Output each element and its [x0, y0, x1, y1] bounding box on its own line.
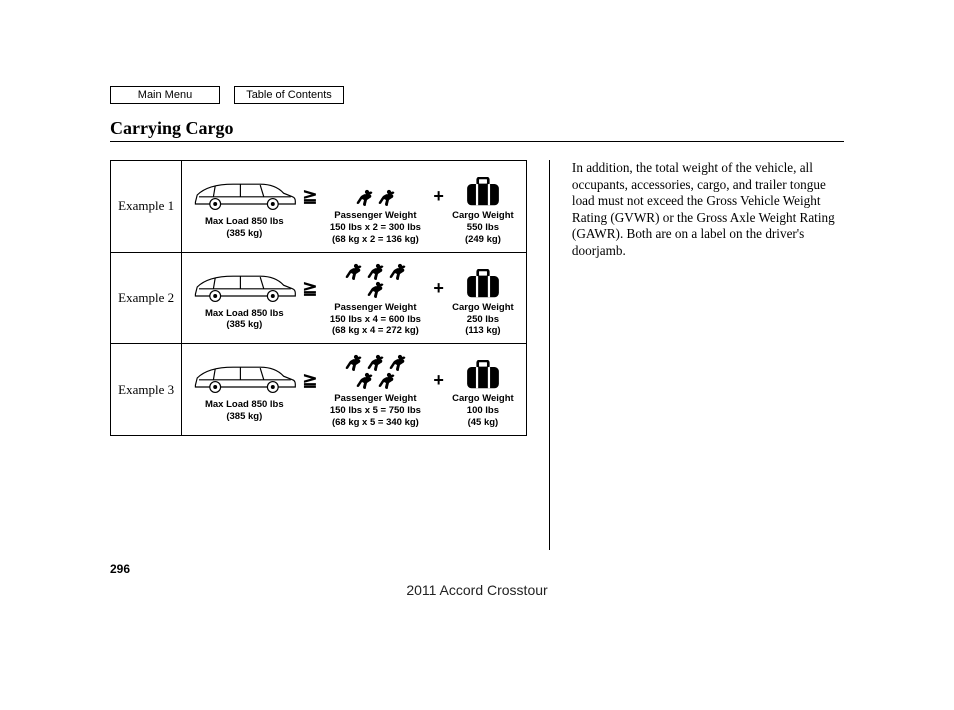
column-divider	[549, 160, 550, 550]
max-load-caption: Max Load 850 lbs (385 kg)	[205, 308, 284, 332]
example-label: Example 1	[111, 161, 182, 253]
runner-icon	[354, 372, 374, 390]
table-row: Example 2 Max Load 850 lbs (385 kg) ≧ Passe…	[111, 252, 527, 344]
car-icon	[190, 360, 298, 396]
gte-symbol: ≧	[302, 371, 317, 411]
suitcase-icon	[465, 269, 501, 299]
plus-symbol: +	[433, 371, 444, 411]
table-row: Example 3 Max Load 850 lbs (385 kg) ≧ Passe…	[111, 344, 527, 436]
runner-icon	[365, 281, 385, 299]
runner-icon	[365, 263, 385, 281]
page-number: 296	[110, 562, 130, 576]
car-icon	[190, 177, 298, 213]
car-icon	[190, 269, 298, 305]
passenger-caption: Passenger Weight 150 lbs x 5 = 750 lbs (…	[330, 393, 421, 429]
passenger-caption: Passenger Weight 150 lbs x 2 = 300 lbs (…	[330, 210, 421, 246]
page-title: Carrying Cargo	[110, 118, 844, 139]
cargo-examples-table: Example 1 Max Load 850 lbs (385 kg) ≧ Passe…	[110, 160, 527, 436]
suitcase-icon	[465, 360, 501, 390]
example-diagram: Max Load 850 lbs (385 kg) ≧ Passenger Weig…	[182, 161, 527, 253]
table-row: Example 1 Max Load 850 lbs (385 kg) ≧ Passe…	[111, 161, 527, 253]
suitcase-icon	[465, 177, 501, 207]
runner-icon	[343, 354, 363, 372]
runner-icon	[365, 354, 385, 372]
cargo-caption: Cargo Weight 250 lbs (113 kg)	[452, 302, 514, 338]
side-paragraph: In addition, the total weight of the veh…	[572, 160, 844, 259]
runner-icon	[354, 189, 374, 207]
max-load-caption: Max Load 850 lbs (385 kg)	[205, 399, 284, 423]
title-rule	[110, 141, 844, 142]
runner-icon	[376, 189, 396, 207]
plus-symbol: +	[433, 279, 444, 319]
passenger-caption: Passenger Weight 150 lbs x 4 = 600 lbs (…	[330, 302, 421, 338]
runner-icon	[387, 354, 407, 372]
toc-button[interactable]: Table of Contents	[234, 86, 344, 104]
cargo-caption: Cargo Weight 100 lbs (45 kg)	[452, 393, 514, 429]
model-label: 2011 Accord Crosstour	[0, 582, 954, 598]
plus-symbol: +	[433, 187, 444, 227]
runner-icon	[376, 372, 396, 390]
example-diagram: Max Load 850 lbs (385 kg) ≧ Passenger Weig…	[182, 252, 527, 344]
gte-symbol: ≧	[302, 279, 317, 319]
runner-icon	[343, 263, 363, 281]
gte-symbol: ≧	[302, 187, 317, 227]
example-label: Example 2	[111, 252, 182, 344]
example-diagram: Max Load 850 lbs (385 kg) ≧ Passenger Weig…	[182, 344, 527, 436]
runner-icon	[387, 263, 407, 281]
cargo-caption: Cargo Weight 550 lbs (249 kg)	[452, 210, 514, 246]
example-label: Example 3	[111, 344, 182, 436]
max-load-caption: Max Load 850 lbs (385 kg)	[205, 216, 284, 240]
main-menu-button[interactable]: Main Menu	[110, 86, 220, 104]
